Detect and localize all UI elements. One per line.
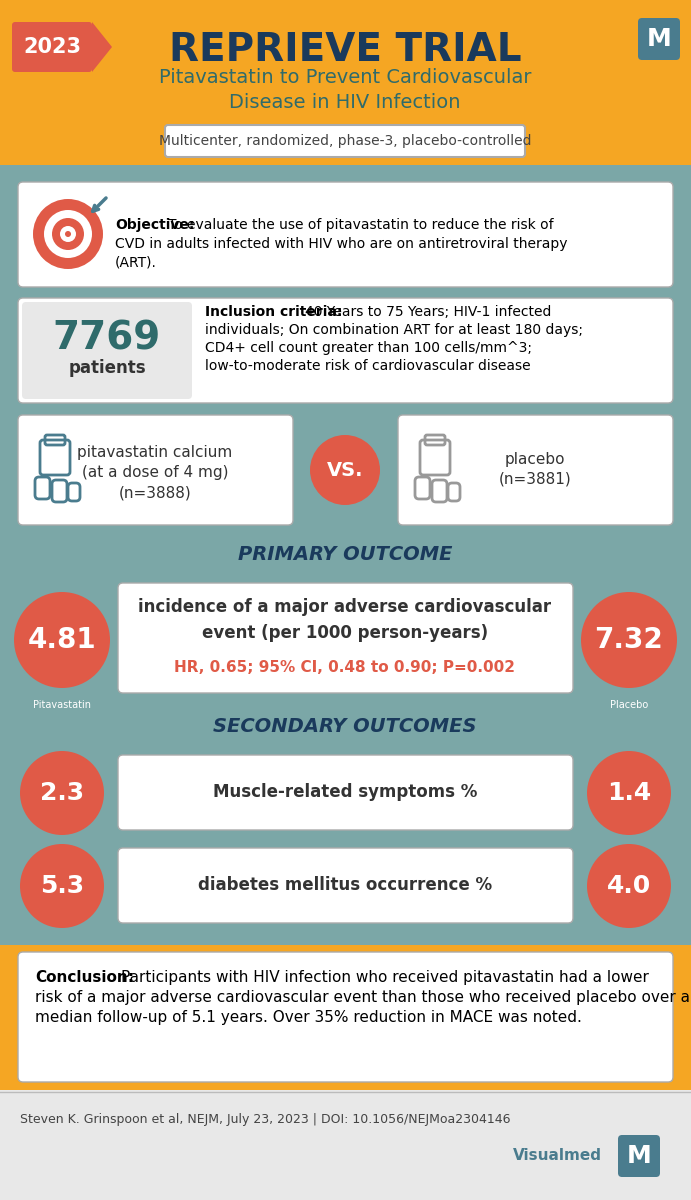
FancyBboxPatch shape — [18, 298, 673, 403]
FancyBboxPatch shape — [0, 164, 691, 1200]
Text: individuals; On combination ART for at least 180 days;: individuals; On combination ART for at l… — [205, 323, 583, 337]
Text: M: M — [647, 26, 672, 50]
Text: REPRIEVE TRIAL: REPRIEVE TRIAL — [169, 31, 521, 68]
FancyBboxPatch shape — [180, 538, 510, 572]
Text: Muscle-related symptoms %: Muscle-related symptoms % — [213, 782, 477, 802]
Circle shape — [587, 844, 671, 928]
Text: patients: patients — [68, 359, 146, 377]
FancyBboxPatch shape — [18, 952, 673, 1082]
Circle shape — [310, 434, 380, 505]
FancyBboxPatch shape — [18, 415, 293, 526]
Text: Conclusion:: Conclusion: — [35, 970, 134, 985]
Circle shape — [65, 230, 71, 236]
FancyBboxPatch shape — [118, 583, 573, 692]
Text: HR, 0.65; 95% CI, 0.48 to 0.90; P=0.002: HR, 0.65; 95% CI, 0.48 to 0.90; P=0.002 — [175, 660, 515, 676]
Text: VS.: VS. — [327, 461, 363, 480]
Text: To evaluate the use of pitavastatin to reduce the risk of: To evaluate the use of pitavastatin to r… — [168, 218, 553, 232]
Circle shape — [33, 199, 103, 269]
FancyBboxPatch shape — [165, 125, 525, 157]
Text: 2023: 2023 — [23, 37, 81, 56]
Text: CD4+ cell count greater than 100 cells/mm^3;: CD4+ cell count greater than 100 cells/m… — [205, 341, 532, 355]
Text: Steven K. Grinspoon et al, NEJM, July 23, 2023 | DOI: 10.1056/NEJMoa2304146: Steven K. Grinspoon et al, NEJM, July 23… — [20, 1114, 511, 1127]
Circle shape — [20, 844, 104, 928]
Text: M: M — [627, 1144, 652, 1168]
Text: 7.32: 7.32 — [595, 626, 663, 654]
Text: SECONDARY OUTCOMES: SECONDARY OUTCOMES — [214, 718, 477, 737]
Text: PRIMARY OUTCOME: PRIMARY OUTCOME — [238, 546, 452, 564]
Text: low-to-moderate risk of cardiovascular disease: low-to-moderate risk of cardiovascular d… — [205, 359, 531, 373]
Text: Multicenter, randomized, phase-3, placebo-controlled: Multicenter, randomized, phase-3, placeb… — [159, 134, 531, 148]
FancyBboxPatch shape — [0, 946, 691, 1090]
Circle shape — [44, 210, 92, 258]
Text: 5.3: 5.3 — [40, 874, 84, 898]
Text: 4.81: 4.81 — [28, 626, 96, 654]
Circle shape — [581, 592, 677, 688]
FancyBboxPatch shape — [18, 182, 673, 287]
FancyBboxPatch shape — [118, 848, 573, 923]
Text: Pitavastatin to Prevent Cardiovascular
Disease in HIV Infection: Pitavastatin to Prevent Cardiovascular D… — [159, 68, 531, 112]
Circle shape — [52, 218, 84, 250]
Circle shape — [14, 592, 110, 688]
FancyBboxPatch shape — [638, 18, 680, 60]
Text: placebo: placebo — [504, 452, 565, 467]
Text: incidence of a major adverse cardiovascular
event (per 1000 person-years): incidence of a major adverse cardiovascu… — [138, 599, 551, 642]
FancyBboxPatch shape — [118, 755, 573, 830]
Circle shape — [587, 751, 671, 835]
Polygon shape — [92, 22, 112, 72]
Circle shape — [60, 226, 76, 242]
Text: median follow-up of 5.1 years. Over 35% reduction in MACE was noted.: median follow-up of 5.1 years. Over 35% … — [35, 1010, 582, 1025]
Text: 1.4: 1.4 — [607, 781, 651, 805]
Text: 7769: 7769 — [53, 319, 161, 358]
Text: (ART).: (ART). — [115, 256, 157, 270]
Text: 2.3: 2.3 — [40, 781, 84, 805]
FancyBboxPatch shape — [12, 22, 92, 72]
FancyBboxPatch shape — [618, 1135, 660, 1177]
Text: (n=3881): (n=3881) — [499, 472, 571, 487]
Text: CVD in adults infected with HIV who are on antiretroviral therapy: CVD in adults infected with HIV who are … — [115, 236, 567, 251]
Text: (at a dose of 4 mg): (at a dose of 4 mg) — [82, 464, 228, 480]
Text: diabetes mellitus occurrence %: diabetes mellitus occurrence % — [198, 876, 492, 894]
Text: pitavastatin calcium: pitavastatin calcium — [77, 445, 233, 460]
Text: Placebo: Placebo — [610, 700, 648, 710]
FancyBboxPatch shape — [0, 1090, 691, 1200]
FancyBboxPatch shape — [0, 0, 691, 164]
FancyBboxPatch shape — [180, 710, 510, 745]
Text: Pitavastatin: Pitavastatin — [33, 700, 91, 710]
Text: Inclusion criteria:: Inclusion criteria: — [205, 305, 342, 319]
FancyBboxPatch shape — [22, 302, 192, 398]
FancyBboxPatch shape — [398, 415, 673, 526]
Text: (n=3888): (n=3888) — [119, 485, 191, 500]
Text: 4.0: 4.0 — [607, 874, 651, 898]
Text: Objective:: Objective: — [115, 218, 194, 232]
Text: Participants with HIV infection who received pitavastatin had a lower: Participants with HIV infection who rece… — [121, 970, 649, 985]
Text: Visualmed: Visualmed — [513, 1148, 602, 1164]
Circle shape — [20, 751, 104, 835]
Text: risk of a major adverse cardiovascular event than those who received placebo ove: risk of a major adverse cardiovascular e… — [35, 990, 690, 1006]
Text: 40 Years to 75 Years; HIV-1 infected: 40 Years to 75 Years; HIV-1 infected — [305, 305, 551, 319]
